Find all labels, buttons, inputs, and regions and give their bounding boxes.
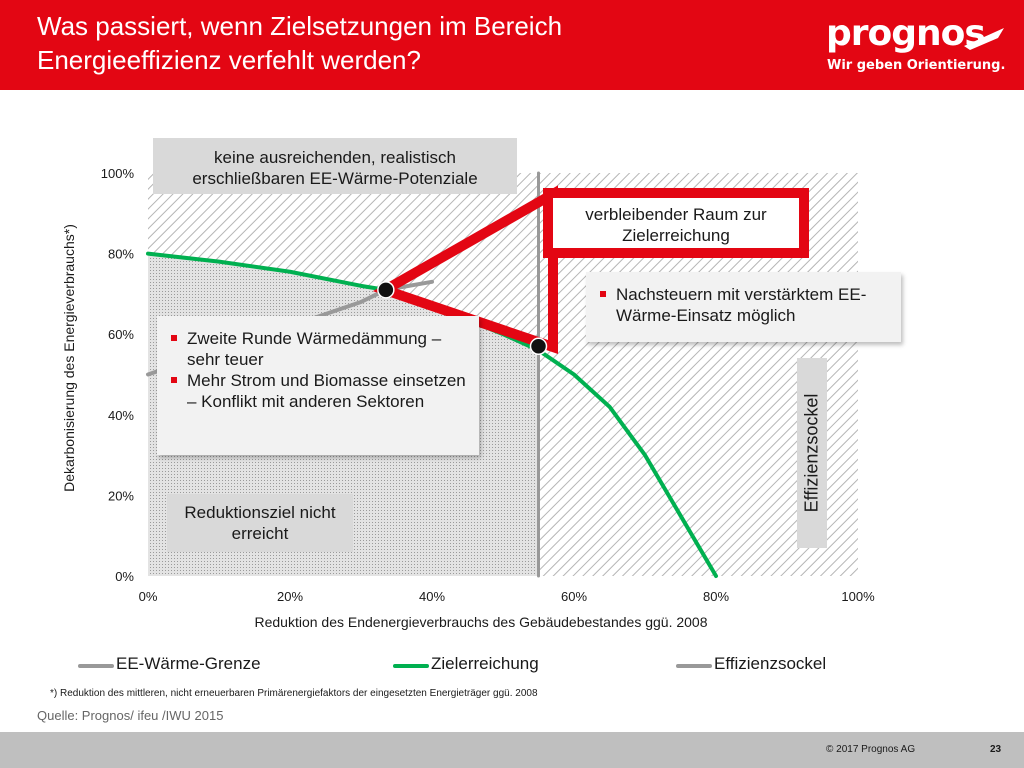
y-tick-label: 20% bbox=[108, 488, 134, 503]
y-tick-label: 60% bbox=[108, 327, 134, 342]
x-tick-label: 100% bbox=[841, 589, 875, 604]
legend-line-icon bbox=[676, 664, 712, 668]
remaining-space-frame bbox=[543, 188, 809, 258]
remaining-space-label: verbleibender Raum zur Zielerreichung bbox=[553, 198, 799, 248]
legend-line-icon bbox=[393, 664, 429, 668]
callout-bullet: Zweite Runde Wärmedämmung – sehr teuer bbox=[167, 328, 469, 370]
footnote: *) Reduktion des mittleren, nicht erneue… bbox=[50, 688, 538, 699]
prognos-logo: prognos bbox=[826, 13, 986, 54]
y-tick-label: 80% bbox=[108, 247, 134, 262]
logo-swoosh-icon bbox=[964, 28, 1004, 50]
y-tick-label: 40% bbox=[108, 408, 134, 423]
header-bar: Was passiert, wenn Zielsetzungen im Bere… bbox=[0, 0, 1024, 90]
x-tick-label: 0% bbox=[139, 589, 158, 604]
reduction-missed-box: Reduktionsziel nicht erreicht bbox=[167, 494, 353, 552]
y-tick-label: 0% bbox=[115, 569, 134, 584]
x-tick-label: 80% bbox=[703, 589, 729, 604]
x-axis-label: Reduktion des Endenergieverbrauchs des G… bbox=[255, 614, 708, 630]
intersection-marker bbox=[377, 281, 395, 299]
callout-bullet: Mehr Strom und Biomasse einsetzen – Konf… bbox=[167, 370, 469, 412]
x-tick-label: 40% bbox=[419, 589, 445, 604]
slide-title: Was passiert, wenn Zielsetzungen im Bere… bbox=[37, 11, 563, 75]
measures-callout: Zweite Runde Wärmedämmung – sehr teuer M… bbox=[157, 316, 479, 455]
footer-bar bbox=[0, 732, 1024, 768]
x-tick-label: 60% bbox=[561, 589, 587, 604]
y-axis-label: Dekarbonisierung des Energieverbrauchs*) bbox=[61, 224, 77, 492]
intersection-marker bbox=[529, 337, 548, 356]
copyright: © 2017 Prognos AG bbox=[826, 744, 916, 755]
ee-potential-box: keine ausreichenden, realistisch erschli… bbox=[153, 138, 517, 194]
x-tick-label: 20% bbox=[277, 589, 303, 604]
y-tick-label: 100% bbox=[101, 166, 135, 181]
source-note: Quelle: Prognos/ ifeu /IWU 2015 bbox=[37, 708, 224, 723]
legend-line-icon bbox=[78, 664, 114, 668]
ee-heat-callout: Nachsteuern mit verstärktem EE-Wärme-Ein… bbox=[586, 272, 901, 342]
logo-tagline: Wir geben Orientierung. bbox=[827, 58, 1006, 73]
page-number: 23 bbox=[990, 744, 1002, 755]
callout-bullet: Nachsteuern mit verstärktem EE-Wärme-Ein… bbox=[596, 284, 891, 326]
efficiency-base-label: Effizienzsockel bbox=[797, 358, 827, 548]
